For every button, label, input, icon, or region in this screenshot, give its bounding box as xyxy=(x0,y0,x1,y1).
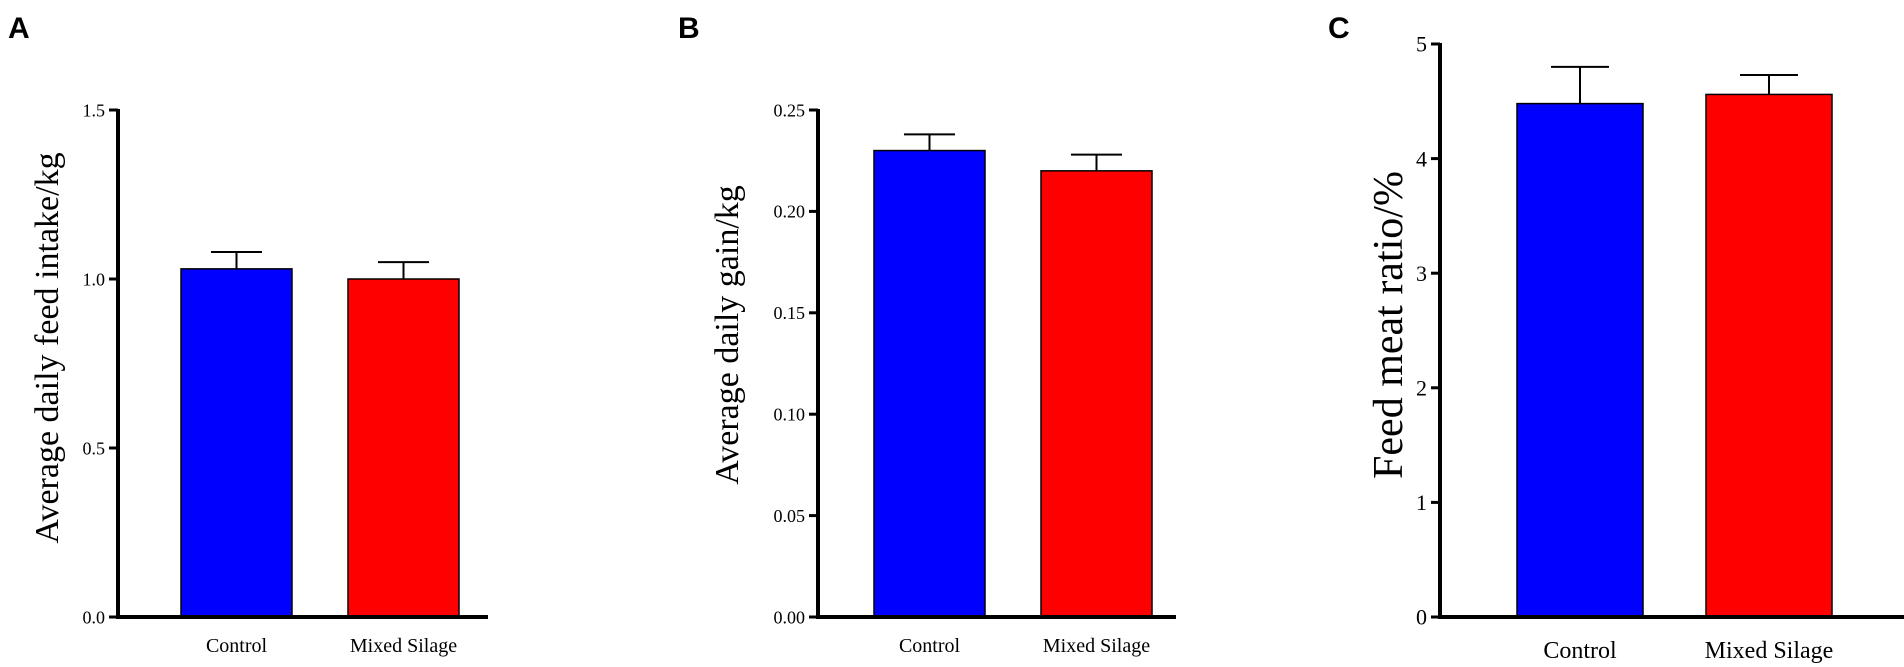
panel-c-y-tick-label-5: 5 xyxy=(1416,32,1427,57)
panel-c-y-tick-label-2: 2 xyxy=(1416,376,1427,401)
panel-a-bar-0 xyxy=(180,268,293,618)
panel-b: B Average daily gain/kg Control Mixed Sil… xyxy=(678,12,1176,657)
panel-a-category-label-1: Mixed Silage xyxy=(350,635,457,657)
panel-a-y-tick-label-2: 1.0 xyxy=(83,269,106,289)
panel-b-bar-0 xyxy=(873,149,986,618)
panel-b-bar-1 xyxy=(1040,170,1153,618)
panel-b-y-tick-label-4: 0.20 xyxy=(774,202,806,222)
panel-c-letter: C xyxy=(1328,12,1350,45)
panel-b-category-label-1: Mixed Silage xyxy=(1043,635,1150,657)
panel-a-letter: A xyxy=(8,12,30,45)
panel-c-y-axis-title: Feed meat ratio/% xyxy=(1366,171,1412,479)
panel-b-category-label-0: Control xyxy=(899,635,961,657)
panel-c-category-label-0: Control xyxy=(1543,638,1617,664)
panel-a-y-axis-title: Average daily feed intake/kg xyxy=(29,152,66,543)
panel-b-y-axis-title: Average daily gain/kg xyxy=(709,185,746,485)
panel-c-y-tick-label-4: 4 xyxy=(1416,146,1427,171)
panel-c-y-tick-label-1: 1 xyxy=(1416,490,1427,515)
panel-b-y-tick-label-0: 0.00 xyxy=(774,607,806,627)
panel-c-y-tick-label-3: 3 xyxy=(1416,261,1427,286)
panel-b-letter: B xyxy=(678,12,700,45)
panel-a-category-label-0: Control xyxy=(206,635,268,657)
panel-a-y-tick-label-3: 1.5 xyxy=(83,100,106,120)
panel-a-y-tick-label-1: 0.5 xyxy=(83,438,106,458)
panel-b-y-tick-label-5: 0.25 xyxy=(774,100,806,120)
panel-c-bar-1 xyxy=(1705,93,1833,618)
panel-c-bar-0 xyxy=(1516,102,1644,618)
panel-b-y-tick-label-3: 0.15 xyxy=(774,303,806,323)
panel-c-y-tick-label-0: 0 xyxy=(1416,605,1427,630)
panel-a-y-tick-label-0: 0.0 xyxy=(83,607,106,627)
panel-a-bar-1 xyxy=(347,278,460,618)
panel-b-y-tick-label-1: 0.05 xyxy=(774,506,806,526)
panel-c-category-label-1: Mixed Silage xyxy=(1705,638,1834,664)
panel-b-y-tick-label-2: 0.10 xyxy=(774,405,806,425)
panel-c: C Feed meat ratio/% Control Mixed Silage 0… xyxy=(1328,12,1904,664)
panel-a: A Average daily feed intake/kg Control Mi… xyxy=(8,12,488,657)
